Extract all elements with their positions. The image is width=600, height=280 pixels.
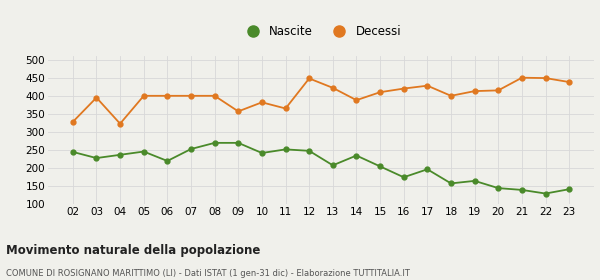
- Text: COMUNE DI ROSIGNANO MARITTIMO (LI) - Dati ISTAT (1 gen-31 dic) - Elaborazione TU: COMUNE DI ROSIGNANO MARITTIMO (LI) - Dat…: [6, 269, 410, 278]
- Legend: Nascite, Decessi: Nascite, Decessi: [236, 20, 406, 43]
- Text: Movimento naturale della popolazione: Movimento naturale della popolazione: [6, 244, 260, 256]
